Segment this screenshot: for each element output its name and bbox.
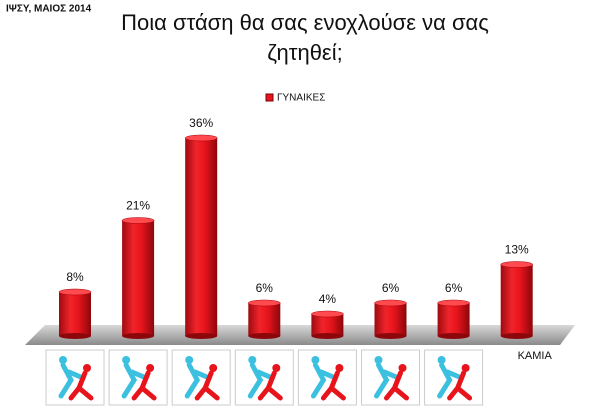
icon-part	[320, 370, 346, 401]
bar-base	[185, 333, 218, 339]
icon-part	[184, 362, 212, 399]
value-label: 36%	[189, 116, 213, 130]
bar	[311, 314, 344, 336]
bar-base	[122, 333, 155, 339]
icon-part	[194, 370, 220, 401]
icon-part	[398, 364, 407, 372]
icon-part	[59, 356, 67, 364]
x-tick-label: ΚΑΜΙΑ	[518, 350, 553, 362]
icon-part	[461, 364, 470, 372]
value-label: 4%	[319, 292, 337, 306]
icon-part	[272, 364, 281, 372]
bar-top	[374, 299, 407, 307]
category-icon	[171, 349, 231, 406]
bar-base	[374, 333, 407, 339]
legend-label: ΓΥΝΑΙΚΕΣ	[277, 93, 325, 104]
category-icon	[45, 349, 105, 406]
bar-base	[248, 333, 281, 339]
icon-part	[209, 364, 218, 372]
bar-top	[58, 288, 92, 296]
chart-title: Ποια στάση θα σας ενοχλούσε να σας	[121, 10, 489, 35]
floor	[25, 325, 575, 345]
value-label: 21%	[126, 199, 150, 213]
icon-part	[437, 362, 465, 399]
source: ΙΨΣΥ, ΜΑΙΟΣ 2014	[6, 4, 92, 15]
icon-part	[384, 370, 409, 401]
icon-part	[58, 362, 86, 399]
bar	[248, 303, 281, 336]
category-icon	[424, 349, 484, 406]
icon-part	[447, 370, 473, 401]
category-icon	[234, 349, 294, 406]
value-label: 6%	[382, 281, 400, 295]
category-icon	[297, 349, 357, 406]
icon-part	[257, 370, 283, 401]
value-label: 13%	[505, 243, 529, 257]
icon-part	[121, 362, 149, 399]
category-icon	[108, 349, 168, 406]
bar	[500, 264, 533, 336]
bar-top	[311, 310, 344, 318]
icon-part	[122, 356, 131, 364]
legend-swatch	[265, 93, 274, 102]
icon-part	[437, 356, 446, 364]
bar-base	[500, 333, 533, 339]
bar	[122, 220, 155, 336]
bar-top	[500, 261, 533, 268]
value-label: 6%	[445, 281, 463, 295]
icon-part	[310, 362, 338, 399]
icon-part	[146, 364, 155, 372]
category-icon	[361, 349, 420, 406]
icon-part	[131, 370, 157, 401]
icon-part	[335, 364, 344, 372]
icon-part	[247, 362, 275, 399]
bar-top	[184, 134, 218, 142]
chart-title: ζητηθεί;	[267, 40, 343, 65]
icon-part	[374, 362, 401, 399]
bar-top	[121, 217, 155, 224]
bar-base	[437, 333, 470, 339]
icon-part	[185, 356, 194, 364]
bar-top	[248, 299, 281, 307]
bar-base	[311, 333, 344, 339]
bar	[185, 138, 218, 336]
icon-part	[68, 370, 94, 401]
bar-base	[59, 333, 91, 339]
icon-part	[311, 356, 320, 364]
bar-top	[437, 299, 470, 307]
bar	[59, 292, 91, 336]
icon-part	[83, 364, 91, 372]
value-label: 6%	[256, 281, 274, 295]
bar	[374, 303, 407, 336]
icon-part	[374, 356, 383, 364]
value-label: 8%	[66, 270, 84, 284]
icon-part	[248, 356, 257, 364]
bar	[437, 303, 470, 336]
